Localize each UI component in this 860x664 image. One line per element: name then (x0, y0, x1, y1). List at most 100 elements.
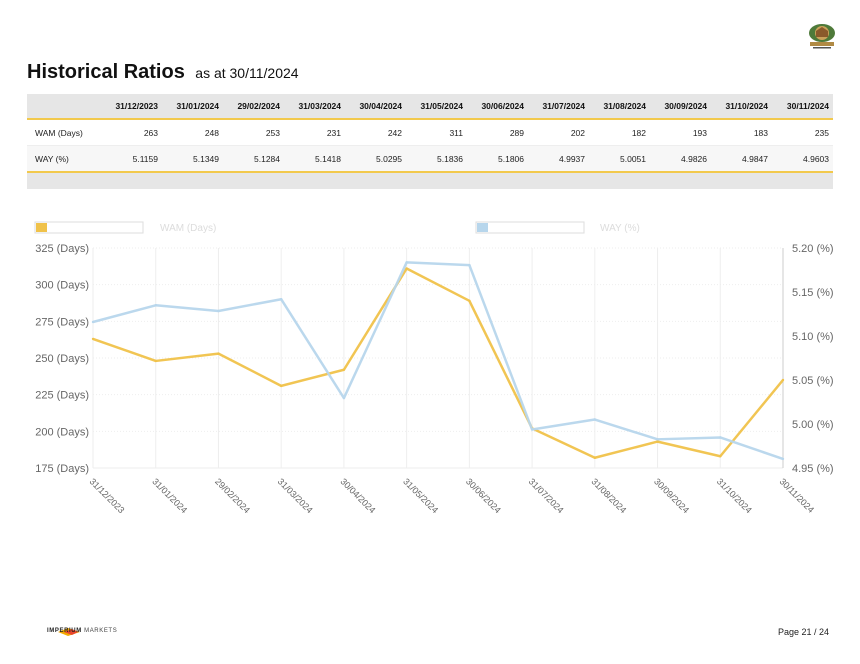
right-axis-tick-label: 5.20 (%) (792, 243, 834, 255)
right-axis-tick-label: 5.15 (%) (792, 287, 834, 299)
series-point (154, 359, 157, 363)
series-point (593, 418, 597, 421)
legend-label: WAY (%) (600, 223, 640, 234)
table-col-header: 29/02/2024 (223, 94, 284, 120)
series-point (719, 455, 722, 458)
title-date: as at 30/11/2024 (195, 65, 299, 81)
x-axis-tick-label: 31/03/2024 (276, 476, 315, 515)
footer-logo-text: IMPERIUM MARKETS (47, 628, 117, 634)
series-point (468, 299, 471, 302)
chart-legend: WAM (Days) WAY (%) (34, 221, 640, 234)
table-cell: 289 (467, 119, 528, 146)
series-point (781, 378, 785, 382)
ratios-line-chart: WAM (Days) WAY (%) 325 (Days) 300 (Days) 27… (34, 221, 834, 515)
x-axis-tick-label: 31/08/2024 (589, 476, 628, 515)
table-cell: 5.1159 (101, 145, 162, 173)
legend-swatch (477, 223, 488, 232)
imperium-markets-logo (58, 628, 80, 636)
left-axis-tick-label: 325 (Days) (35, 243, 89, 255)
left-axis-tick-label: 225 (Days) (35, 390, 89, 402)
table-footer-bar (27, 173, 833, 189)
title-main: Historical Ratios (27, 61, 185, 83)
series-point (656, 438, 659, 441)
table-cell: 231 (284, 119, 345, 146)
x-axis-tick-label: 30/11/2024 (778, 476, 816, 514)
table-cell: 202 (528, 119, 589, 146)
table-row-wam: WAM (Days) 263 248 253 231 242 311 289 2… (27, 119, 833, 146)
chart-grid (92, 247, 784, 469)
right-axis-tick-label: 5.10 (%) (792, 331, 834, 343)
table-col-header: 31/03/2024 (284, 94, 345, 120)
table-cell: 5.1418 (284, 145, 345, 173)
series-point (405, 267, 408, 270)
council-crest-logo (809, 24, 835, 49)
right-axis-tick-label: 5.05 (%) (792, 375, 834, 387)
table-cell: 4.9937 (528, 145, 589, 173)
table-col-header: 30/09/2024 (650, 94, 711, 120)
right-axis-ticks: 5.20 (%) 5.15 (%) 5.10 (%) 5.05 (%) 5.00 (%)… (792, 243, 834, 475)
x-axis-tick-label: 31/12/2023 (88, 476, 127, 515)
chart-series (91, 261, 785, 461)
legend-box (475, 221, 585, 234)
page-title: Historical Ratios as at 30/11/2024 (27, 61, 299, 84)
table-cell: 4.9847 (711, 145, 772, 173)
table-cell: 5.1806 (467, 145, 528, 173)
series-point (719, 436, 722, 439)
row-label: WAM (Days) (27, 119, 101, 146)
series-point (656, 440, 659, 443)
series-point (342, 396, 346, 400)
series-point (154, 304, 157, 307)
table-cell: 182 (589, 119, 650, 146)
table-row-way: WAY (%) 5.1159 5.1349 5.1284 5.1418 5.02… (27, 145, 833, 173)
left-axis-tick-label: 250 (Days) (35, 353, 89, 365)
left-axis-tick-label: 275 (Days) (35, 316, 89, 328)
table-col-header: 31/01/2024 (162, 94, 223, 120)
table-col-header: 31/10/2024 (711, 94, 772, 120)
left-axis-ticks: 325 (Days) 300 (Days) 275 (Days) 250 (Days)… (35, 243, 89, 475)
table-cell: 263 (101, 119, 162, 146)
series-point (279, 298, 283, 301)
series-point (530, 428, 534, 431)
table-col-header: 31/07/2024 (528, 94, 589, 120)
series-point (593, 456, 597, 459)
series-point (405, 261, 408, 264)
table-col-header: 31/12/2023 (101, 94, 162, 120)
logo-word: MARKETS (84, 628, 118, 634)
table-header-corner (27, 94, 101, 120)
page-number: Page 21 / 24 (777, 627, 829, 637)
series-point (468, 263, 471, 267)
series-point (91, 320, 95, 324)
table-cell: 248 (162, 119, 223, 146)
x-axis-tick-label: 29/02/2024 (213, 476, 252, 515)
left-axis-tick-label: 300 (Days) (35, 280, 89, 292)
table-cell: 311 (406, 119, 467, 146)
series-point (279, 384, 283, 388)
series-point (91, 337, 95, 341)
legend-swatch (36, 223, 47, 232)
table-cell: 235 (772, 119, 833, 146)
table-header-row: 31/12/2023 31/01/2024 29/02/2024 31/03/2… (27, 94, 833, 120)
table-col-header: 30/06/2024 (467, 94, 528, 120)
x-axis-ticks: 31/12/2023 31/01/2024 29/02/2024 31/03/2024… (88, 476, 816, 515)
left-axis-tick-label: 175 (Days) (35, 463, 89, 475)
table-col-header: 31/05/2024 (406, 94, 467, 120)
table-cell: 4.9826 (650, 145, 711, 173)
series-line (92, 261, 784, 461)
series-point (217, 309, 220, 313)
table-cell: 5.1836 (406, 145, 467, 173)
ratios-grid: 31/12/2023 31/01/2024 29/02/2024 31/03/2… (27, 94, 833, 173)
x-axis-tick-label: 30/09/2024 (652, 476, 691, 515)
x-axis-tick-label: 30/06/2024 (464, 476, 503, 515)
legend-box (34, 221, 144, 234)
table-cell: 4.9603 (772, 145, 833, 173)
logo-bold-word: IMPERIUM (47, 628, 82, 634)
table-col-header: 31/08/2024 (589, 94, 650, 120)
series-point (217, 352, 220, 355)
x-axis-tick-label: 31/10/2024 (715, 476, 754, 515)
series-line (92, 267, 784, 459)
table-cell: 5.0295 (345, 145, 406, 173)
table-cell: 5.1284 (223, 145, 284, 173)
series-point (342, 368, 346, 371)
table-cell: 5.1349 (162, 145, 223, 173)
ratios-table: 31/12/2023 31/01/2024 29/02/2024 31/03/2… (27, 94, 833, 189)
